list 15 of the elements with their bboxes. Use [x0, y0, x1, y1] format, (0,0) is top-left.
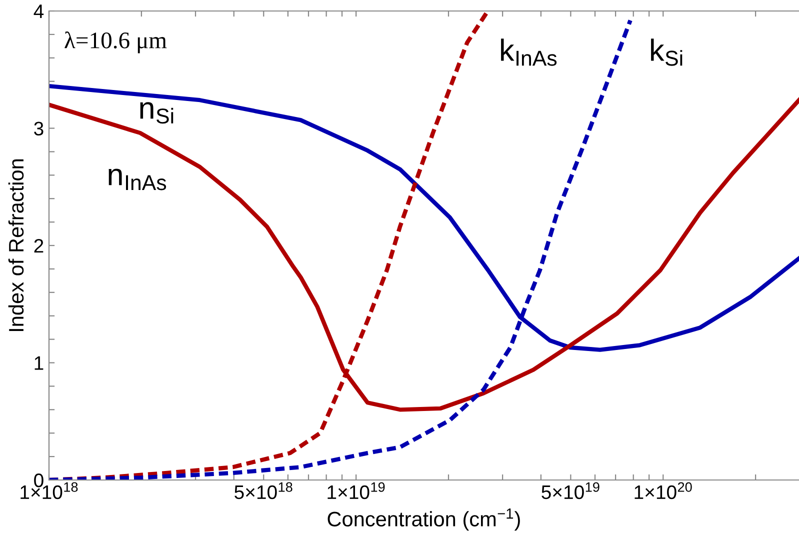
x-tick-label: 1×10$^{20}$: [634, 482, 692, 500]
y-tick-label: 1: [34, 356, 44, 370]
annotation: λ=10.6 μm: [64, 32, 167, 54]
x-axis-title: Concentration (cm$^{−1}$): [328, 508, 520, 531]
series-label: k$_{InAs}$: [501, 38, 557, 66]
series-label: n$_{InAs}$: [108, 168, 166, 190]
y-tick-label: 2: [34, 238, 44, 253]
y-axis-title: Index of Refraction: [8, 159, 24, 332]
series-label: k$_{Si}$: [651, 38, 682, 66]
x-tick-label: 5×10$^{19}$: [542, 482, 600, 500]
x-tick-label: 1×10$^{19}$: [328, 482, 385, 500]
y-tick-label: 4: [34, 4, 44, 18]
x-tick-label: 5×10$^{18}$: [234, 482, 292, 500]
y-tick-label: 3: [34, 122, 44, 136]
series-label: n$_{Si}$: [140, 102, 174, 124]
